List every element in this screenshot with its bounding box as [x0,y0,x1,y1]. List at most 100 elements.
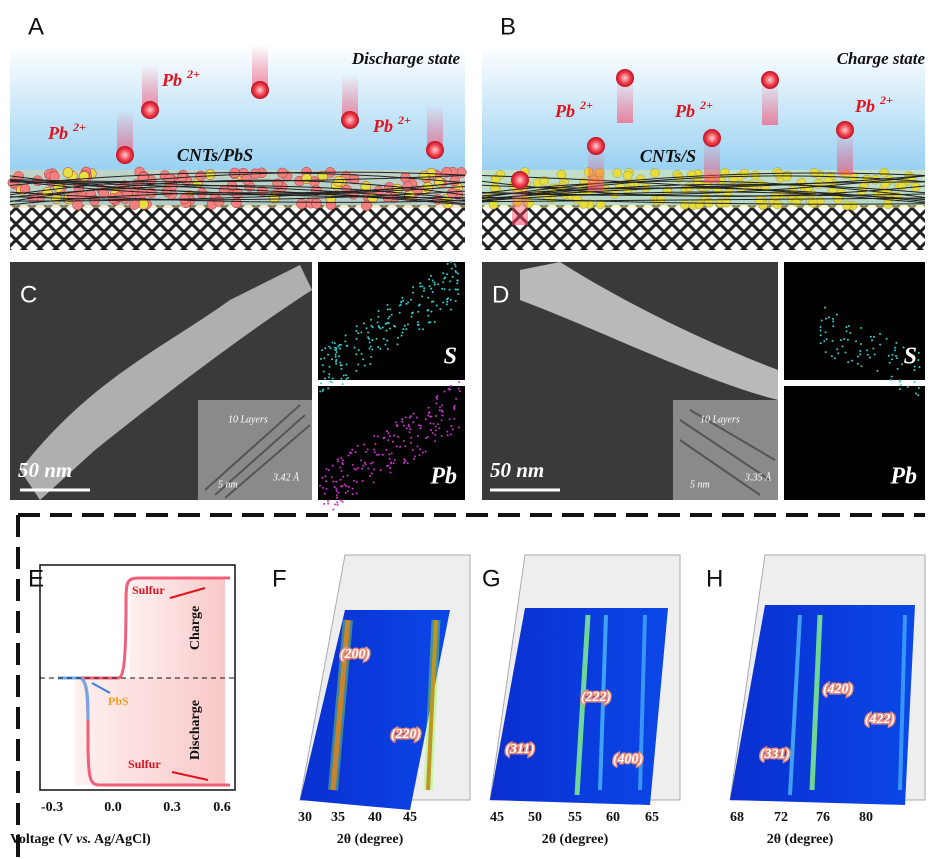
map-dot [335,363,337,365]
map-dot [361,353,363,355]
map-dot [842,345,844,347]
map-dot [419,303,421,305]
map-dot [836,314,838,316]
map-dot [328,469,330,471]
map-dot [383,338,385,340]
panel-label: E [28,565,44,592]
map-dot [328,373,330,375]
map-dot [446,301,448,303]
map-dot [837,352,839,354]
map-dot [326,488,328,490]
map-dot [395,421,397,423]
map-dot [434,321,436,323]
map-dot [335,359,337,361]
annotation: PbS [108,694,129,708]
map-dot [823,340,825,342]
map-dot [409,431,411,433]
map-dot [357,363,359,365]
map-dot [889,362,891,364]
map-dot [410,299,412,301]
map-dot [435,396,437,398]
map-dot [450,299,452,301]
map-dot [410,415,412,417]
map-dot [413,458,415,460]
map-dot [390,472,392,474]
map-dot [419,282,421,284]
map-dot [373,449,375,451]
map-dot [369,342,371,344]
map-dot [339,467,341,469]
panel-label: D [492,281,509,308]
map-dot [332,509,334,511]
map-dot [423,290,425,292]
map-dot [339,361,341,363]
map-dot [851,360,853,362]
map-dot [431,301,433,303]
map-dot [376,338,378,340]
map-dot [891,376,893,378]
panel-d-images [482,262,925,500]
map-dot [390,462,392,464]
map-dot [821,320,823,322]
map-dot [319,391,321,393]
map-dot [896,357,898,359]
map-dot [353,347,355,349]
map-dot [376,454,378,456]
map-dot [435,403,437,405]
map-dot [319,485,321,487]
map-dot [327,387,329,389]
map-dot [434,434,436,436]
map-dot [371,349,373,351]
map-dot [872,347,874,349]
map-dot [849,332,851,334]
x-tick-label: 60 [606,810,620,825]
map-dot [324,493,326,495]
particle [302,174,312,184]
map-dot [847,339,849,341]
x-tick-label: 65 [645,810,659,825]
map-dot [342,459,344,461]
map-dot [894,347,896,349]
figure: ADischarge stateCNTs/PbSBCharge stateCNT… [0,0,930,859]
map-dot [338,355,340,357]
map-dot [402,300,404,302]
map-dot [383,437,385,439]
map-dot [457,273,459,275]
map-dot [337,504,339,506]
ion [251,81,269,99]
inset-label: 10 Layers [228,414,268,425]
map-dot [342,383,344,385]
annotation: Sulfur [128,757,161,771]
x-tick-label: 55 [568,810,582,825]
map-dot [336,501,338,503]
map-dot [334,503,336,505]
map-dot [430,422,432,424]
map-dot [419,454,421,456]
x-tick-label: 0.3 [163,800,181,815]
map-dot [393,325,395,327]
map-dot [427,415,429,417]
map-dot [332,378,334,380]
map-dot [322,364,324,366]
map-dot [345,485,347,487]
map-dot [357,332,359,334]
map-dot [859,350,861,352]
scale-bar-label: 50 nm [490,458,544,482]
map-dot [432,432,434,434]
map-dot [857,363,859,365]
map-dot [855,340,857,342]
map-dot [362,358,364,360]
map-dot [435,429,437,431]
particle [123,188,133,198]
map-dot [349,451,351,453]
map-dot [377,316,379,318]
map-dot [367,448,369,450]
map-dot [442,281,444,283]
map-dot [449,418,451,420]
map-dot [324,347,326,349]
map-dot [327,354,329,356]
map-dot [396,343,398,345]
map-dot [387,308,389,310]
map-dot [428,412,430,414]
map-dot [456,289,458,291]
